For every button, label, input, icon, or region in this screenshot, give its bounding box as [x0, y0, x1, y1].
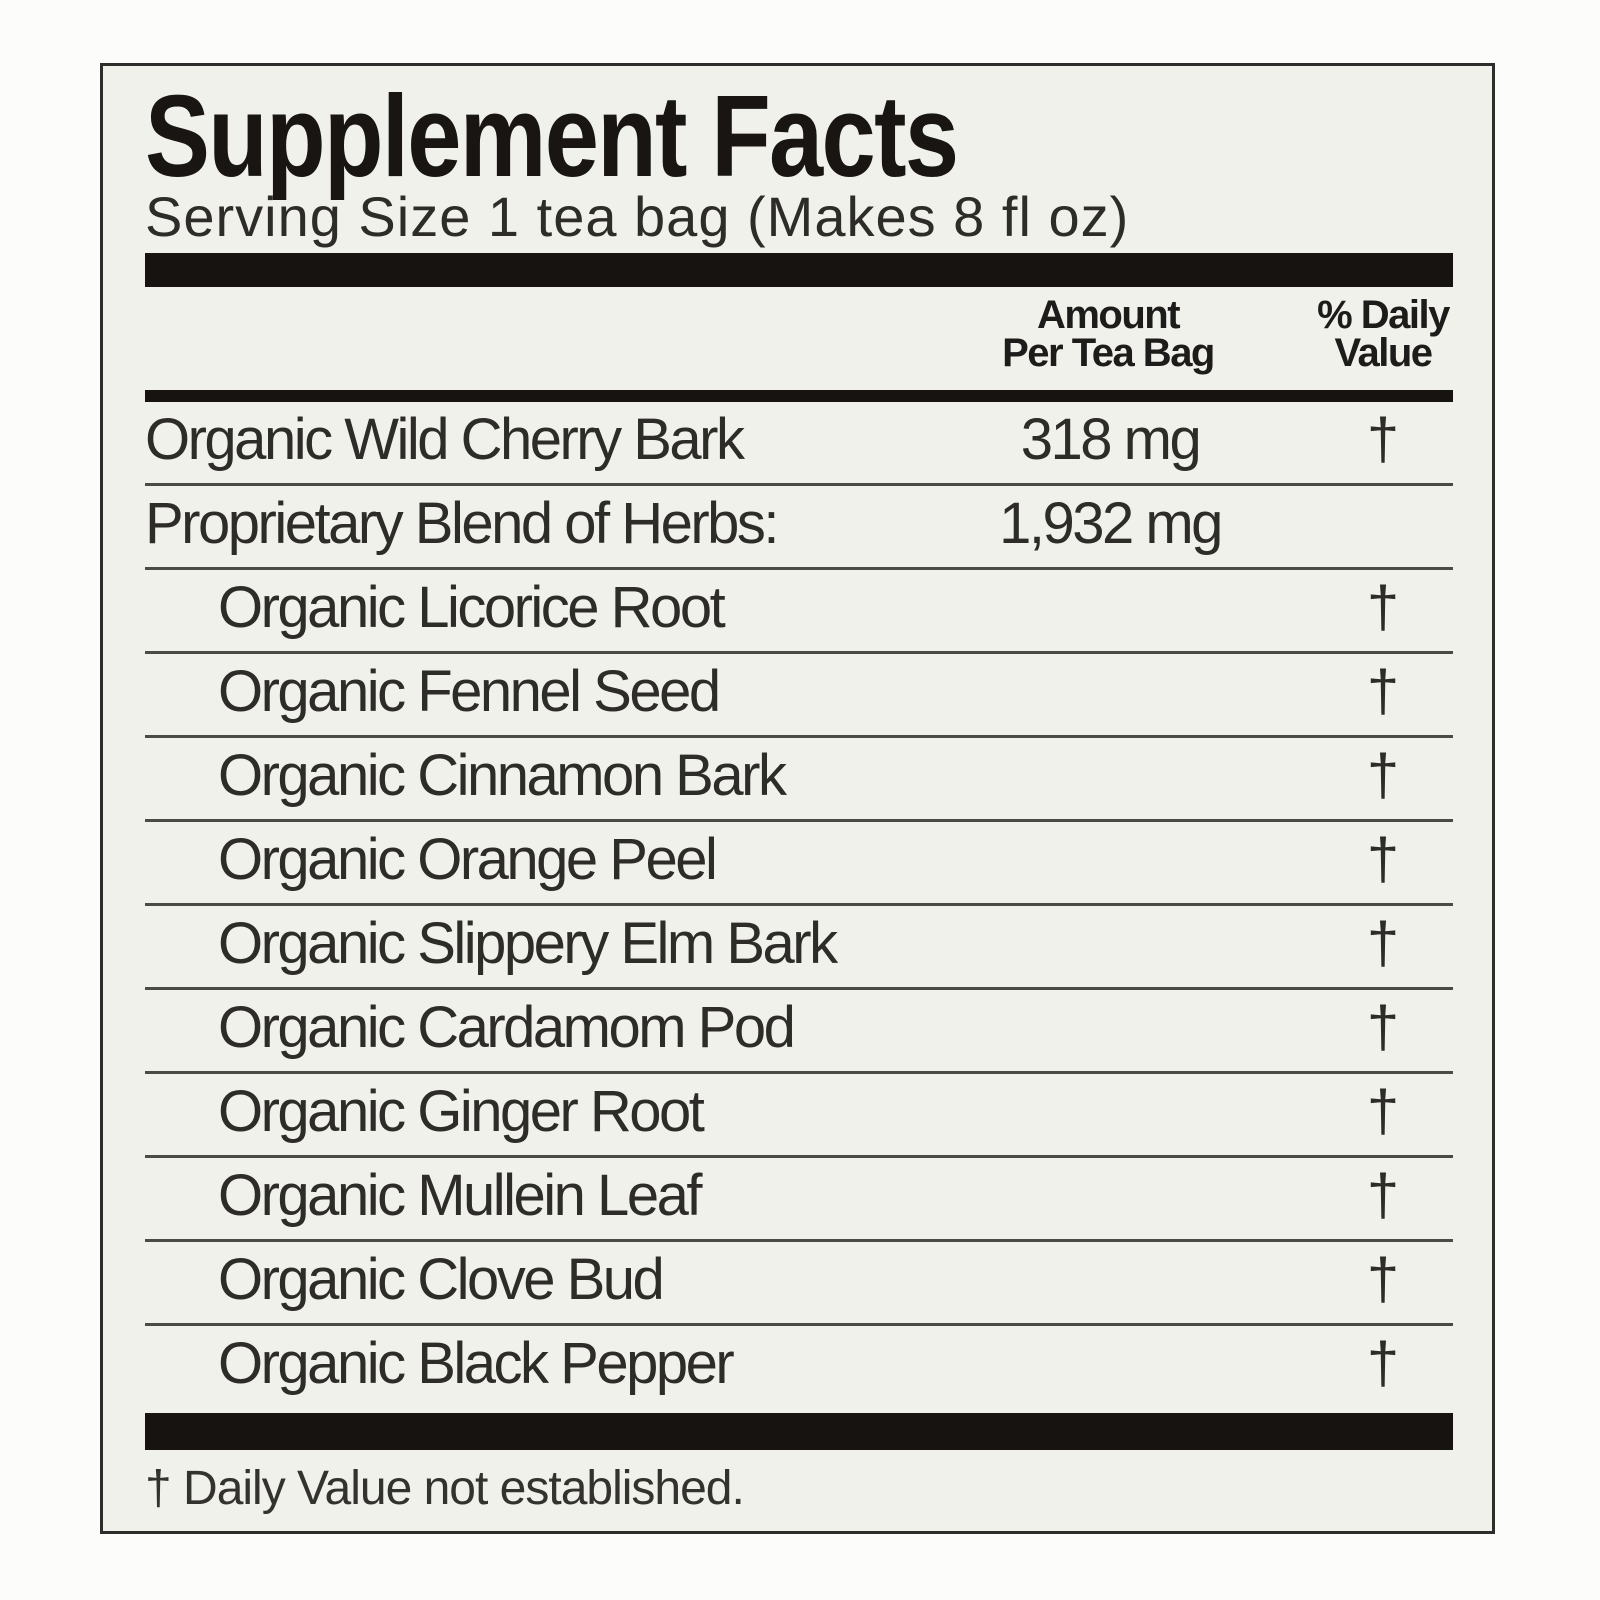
- ingredient-row: Organic Slippery Elm Bark †: [145, 906, 1453, 990]
- panel-title-text: Supplement Facts: [145, 71, 959, 201]
- daily-value-symbol: †: [1366, 575, 1400, 640]
- panel-title: Supplement Facts: [145, 78, 1112, 194]
- daily-value-symbol: †: [1366, 827, 1400, 892]
- ingredient-row: Organic Ginger Root †: [145, 1074, 1453, 1158]
- ingredient-row: Organic Fennel Seed †: [145, 654, 1453, 738]
- column-header-daily-line1: % Daily: [1317, 293, 1450, 337]
- ingredient-row: Organic Mullein Leaf †: [145, 1158, 1453, 1242]
- footer-thick-rule: [145, 1413, 1453, 1450]
- ingredient-row: Organic Orange Peel †: [145, 822, 1453, 906]
- ingredient-name: Organic Orange Peel: [218, 827, 718, 892]
- ingredient-name: Organic Mullein Leaf: [218, 1163, 702, 1228]
- ingredient-row: Organic Black Pepper †: [145, 1326, 1453, 1410]
- header-thick-rule: [145, 253, 1453, 287]
- amount-value: 1,932 mg: [999, 491, 1223, 556]
- ingredient-row: Organic Cardamom Pod †: [145, 990, 1453, 1074]
- ingredient-name: Organic Slippery Elm Bark: [218, 911, 838, 976]
- ingredient-row: Proprietary Blend of Herbs: 1,932 mg: [145, 486, 1453, 570]
- ingredient-name: Proprietary Blend of Herbs:: [145, 491, 780, 556]
- subheader-rule: [145, 390, 1453, 402]
- ingredient-row: Organic Wild Cherry Bark 318 mg †: [145, 402, 1453, 486]
- ingredient-name: Organic Wild Cherry Bark: [145, 407, 745, 472]
- ingredient-row: Organic Cinnamon Bark †: [145, 738, 1453, 822]
- ingredient-name: Organic Ginger Root: [218, 1079, 705, 1144]
- ingredient-name: Organic Cardamom Pod: [218, 995, 796, 1060]
- daily-value-symbol: †: [1366, 1331, 1400, 1396]
- ingredient-row: Organic Licorice Root †: [145, 570, 1453, 654]
- ingredient-name: Organic Fennel Seed: [218, 659, 721, 724]
- ingredient-name: Organic Clove Bud: [218, 1247, 665, 1312]
- ingredient-name: Organic Licorice Root: [218, 575, 726, 640]
- supplement-facts-panel: Supplement Facts Serving Size 1 tea bag …: [100, 63, 1495, 1534]
- amount-value: 318 mg: [1020, 407, 1202, 472]
- daily-value-symbol: †: [1366, 1163, 1400, 1228]
- daily-value-footnote: † Daily Value not established.: [145, 1462, 745, 1515]
- daily-value-symbol: †: [1366, 1079, 1400, 1144]
- column-header-amount: Amount Per Tea Bag: [883, 293, 1333, 375]
- ingredient-name: Organic Cinnamon Bark: [218, 743, 787, 808]
- ingredient-name: Organic Black Pepper: [218, 1331, 735, 1396]
- serving-size-text: Serving Size 1 tea bag (Makes 8 fl oz): [145, 185, 1130, 248]
- daily-value-symbol: †: [1366, 1247, 1400, 1312]
- daily-value-symbol: †: [1366, 995, 1400, 1060]
- ingredient-row: Organic Clove Bud †: [145, 1242, 1453, 1326]
- column-header-amount-line1: Amount: [1036, 293, 1181, 337]
- column-header-daily-value: % Daily Value: [1283, 293, 1483, 375]
- daily-value-symbol: †: [1366, 911, 1400, 976]
- ingredient-table: Organic Wild Cherry Bark 318 mg † Propri…: [145, 402, 1453, 1410]
- daily-value-symbol: †: [1366, 407, 1400, 472]
- column-header-amount-line2: Per Tea Bag: [1002, 331, 1215, 375]
- daily-value-symbol: †: [1366, 743, 1400, 808]
- daily-value-symbol: †: [1366, 659, 1400, 724]
- column-header-daily-line2: Value: [1334, 331, 1433, 375]
